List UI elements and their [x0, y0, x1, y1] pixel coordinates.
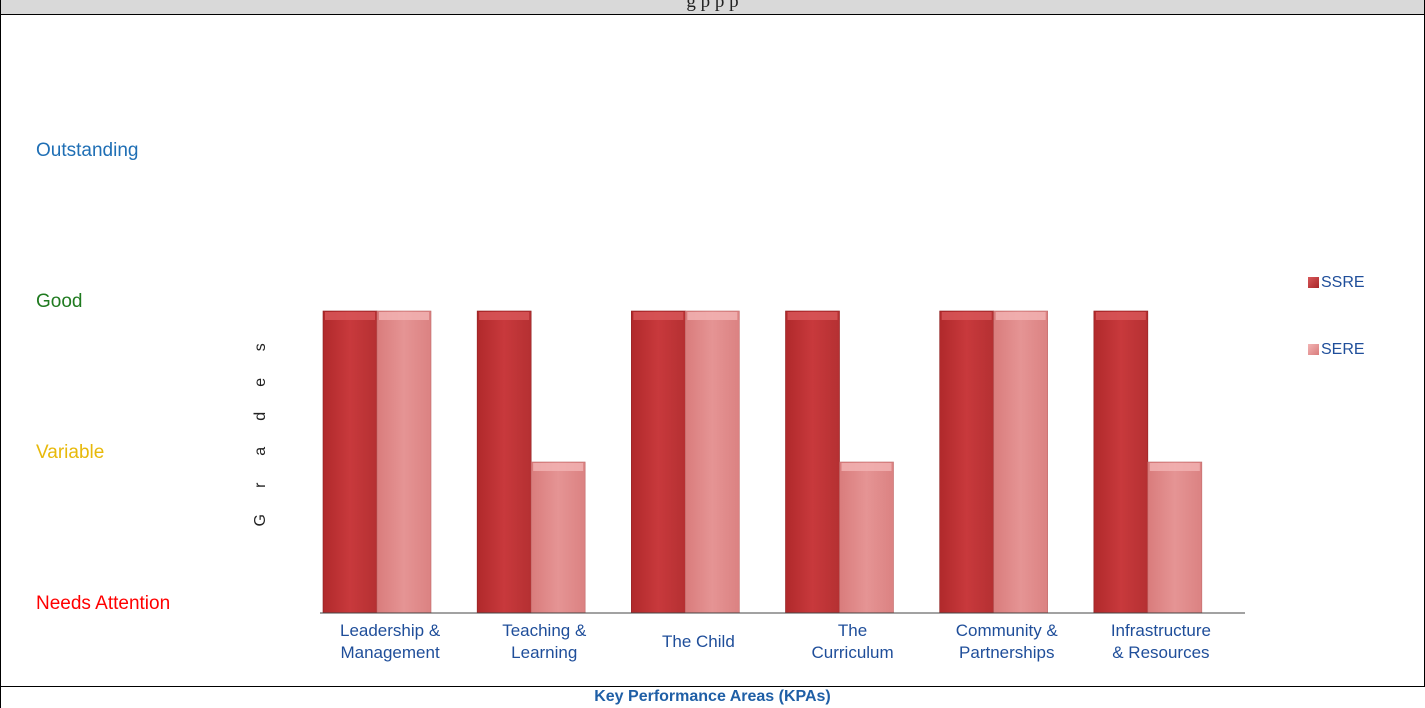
- x-label-line: & Resources: [1112, 643, 1210, 662]
- grade-label-needs-attention: Needs Attention: [36, 593, 171, 614]
- bar-ssre-3: [785, 310, 840, 614]
- legend-label: SERE: [1321, 341, 1365, 358]
- bar-ssre-4: [939, 310, 994, 614]
- grade-label-variable: Variable: [36, 442, 105, 463]
- x-label-1: Teaching & Learning: [469, 620, 619, 664]
- bar-rect-sere-3: [839, 461, 894, 614]
- x-label-5: Infrastructure & Resources: [1086, 620, 1236, 664]
- bar-cap-ssre-5: [1095, 312, 1146, 320]
- bar-cap-sere-0: [379, 312, 429, 320]
- bar-cap-sere-3: [841, 463, 892, 471]
- legend-label: SSRE: [1321, 274, 1365, 291]
- x-label-2: The Child: [623, 631, 773, 653]
- x-label-line: Infrastructure: [1110, 621, 1211, 640]
- bar-rect-sere-1: [530, 461, 586, 614]
- bar-sere-4: [993, 310, 1048, 614]
- bar-cap-sere-5: [1149, 463, 1200, 471]
- x-label-line: Leadership &: [339, 621, 441, 640]
- x-label-line: The Child: [662, 632, 735, 651]
- x-label-line: Teaching &: [502, 621, 587, 640]
- bar-rect-sere-4: [993, 310, 1048, 614]
- bar-rect-sere-2: [685, 310, 740, 614]
- left-border: [0, 14, 1, 708]
- x-label-line: Partnerships: [959, 643, 1055, 662]
- header-band: g p p p: [0, 0, 1425, 15]
- bar-rect-sere-0: [376, 310, 432, 614]
- bar-rect-ssre-1: [476, 310, 532, 614]
- x-label-line: The: [837, 621, 868, 640]
- bar-cap-ssre-4: [941, 312, 992, 320]
- bar-rect-sere-5: [1147, 461, 1203, 614]
- legend-swatch: [1308, 344, 1319, 355]
- bar-ssre-1: [476, 310, 532, 614]
- header-band-text: g p p p: [686, 0, 739, 12]
- legend-item-ssre: SSRE: [1308, 274, 1365, 292]
- grade-label-outstanding: Outstanding: [36, 140, 139, 161]
- bar-sere-2: [685, 310, 740, 614]
- legend-item-sere: SERE: [1308, 341, 1365, 359]
- bar-cap-sere-4: [995, 312, 1046, 320]
- bar-sere-1: [530, 461, 586, 614]
- bar-rect-ssre-3: [785, 310, 840, 614]
- x-label-line: Management: [340, 643, 440, 662]
- x-label-4: Community & Partnerships: [932, 620, 1082, 664]
- bar-cap-sere-1: [533, 463, 584, 471]
- x-label-line: Community &: [955, 621, 1058, 640]
- divider-line: [0, 686, 1425, 687]
- x-axis-title: Key Performance Areas (KPAs): [594, 688, 831, 705]
- grade-label-good: Good: [36, 291, 83, 312]
- bar-cap-ssre-2: [633, 312, 684, 320]
- bar-cap-sere-2: [687, 312, 738, 320]
- x-label-3: The Curriculum: [778, 620, 928, 664]
- bar-sere-0: [376, 310, 432, 614]
- x-label-line: Learning: [511, 643, 578, 662]
- bar-ssre-2: [631, 310, 686, 614]
- bar-rect-ssre-5: [1093, 310, 1149, 614]
- bar-sere-5: [1147, 461, 1203, 614]
- bar-cap-ssre-0: [325, 312, 375, 320]
- bars-layer: [322, 310, 1203, 614]
- bar-ssre-5: [1093, 310, 1149, 614]
- bar-rect-ssre-0: [322, 310, 378, 614]
- legend-swatch: [1308, 277, 1319, 288]
- bar-ssre-0: [322, 310, 378, 614]
- bar-rect-ssre-4: [939, 310, 994, 614]
- x-label-0: Leadership & Management: [315, 620, 465, 664]
- x-label-line: Curriculum: [811, 643, 894, 662]
- bar-rect-ssre-2: [631, 310, 686, 614]
- bar-cap-ssre-1: [479, 312, 530, 320]
- bar-cap-ssre-3: [787, 312, 838, 320]
- bar-sere-3: [839, 461, 894, 614]
